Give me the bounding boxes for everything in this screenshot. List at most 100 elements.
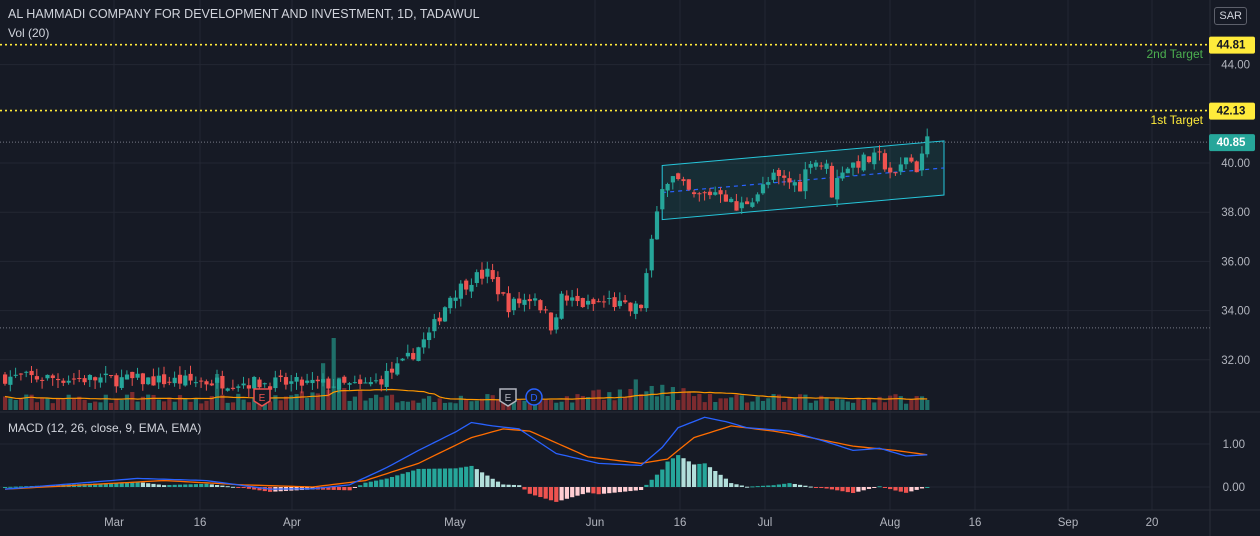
candle-body [103, 373, 108, 376]
macd-histogram-bar [8, 486, 13, 488]
candle-body [421, 339, 426, 348]
candle-body [215, 377, 220, 383]
macd-histogram-bar [872, 487, 877, 488]
candle-body [162, 374, 167, 385]
macd-histogram-bar [321, 487, 326, 490]
macd-histogram-bar [813, 487, 819, 488]
candle-body [861, 154, 866, 171]
macd-histogram-bar [559, 487, 564, 501]
candle-body [310, 379, 315, 384]
volume-bar [294, 394, 299, 410]
macd-histogram-bar [575, 487, 580, 496]
volume-bar [739, 395, 744, 410]
volume-bar [71, 398, 77, 410]
macd-histogram-bar [596, 487, 601, 495]
candle-body [760, 184, 766, 194]
volume-bar [570, 402, 575, 410]
volume-indicator-label: Vol (20) [8, 26, 50, 40]
volume-bar [336, 377, 342, 410]
macd-histogram-bar [517, 485, 522, 487]
candle-body [135, 373, 140, 378]
price-axis-tick: 40.00 [1221, 158, 1250, 170]
volume-bar [230, 402, 236, 410]
volume-bar [61, 399, 66, 410]
candle-body [24, 371, 29, 373]
currency-badge[interactable]: SAR [1214, 7, 1247, 25]
macd-histogram-bar [495, 481, 501, 487]
volume-bar [342, 388, 347, 410]
price-channel [661, 140, 945, 221]
candle-body [692, 192, 697, 195]
macd-histogram-bar [750, 486, 755, 488]
candle-body [82, 378, 87, 383]
candle-body [707, 191, 713, 196]
price-axis-tick: 38.00 [1221, 207, 1250, 219]
macd-histogram-bar [511, 484, 516, 487]
macd-histogram-bar [485, 475, 490, 487]
volume-bar [98, 402, 103, 410]
volume-bar [644, 391, 649, 410]
volume-bar [898, 396, 903, 410]
candle-body [384, 370, 389, 387]
volume-bar [692, 396, 697, 410]
volume-bar [442, 402, 448, 410]
candle-body [140, 373, 145, 385]
candle-body [543, 309, 548, 311]
macd-histogram-bar [538, 487, 543, 498]
candle-body [389, 368, 395, 373]
volume-bar [485, 394, 490, 410]
volume-bar [124, 394, 130, 410]
candle-body [734, 201, 739, 211]
candle-body [442, 307, 448, 322]
volume-bar [193, 398, 198, 410]
volume-bar [289, 395, 294, 410]
candle-body [898, 164, 903, 172]
volume-bar [188, 401, 193, 410]
macd-histogram-bar [188, 484, 193, 487]
volume-bar [723, 398, 728, 410]
macd-histogram-bar [792, 483, 797, 487]
candle-body [888, 167, 893, 173]
volume-bar [538, 397, 543, 410]
macd-histogram-bar [474, 469, 479, 487]
candle-body [98, 377, 103, 383]
macd-histogram-bar [204, 483, 209, 487]
candle-body [342, 376, 347, 383]
macd-histogram-bar [925, 487, 930, 488]
price-axis-tick: 32.00 [1221, 355, 1250, 367]
volume-bar [877, 396, 882, 410]
candle-body [432, 319, 437, 332]
macd-histogram-bar [570, 487, 575, 498]
volume-bar [745, 402, 750, 410]
volume-bar [368, 398, 373, 410]
candle-body [29, 370, 34, 376]
candle-body [559, 293, 564, 319]
candle-body [835, 177, 840, 200]
volume-bar [331, 338, 336, 410]
macd-histogram-bar [888, 487, 893, 490]
macd-histogram-bar [554, 487, 559, 502]
candle-body [236, 386, 241, 388]
candle-body [601, 301, 607, 303]
candle-body [517, 298, 522, 304]
macd-histogram-bar [729, 483, 734, 487]
candle-body [61, 380, 66, 383]
candle-body [156, 375, 161, 383]
candle-body [480, 269, 485, 279]
macd-histogram-bar [162, 485, 167, 487]
candle-body [8, 376, 13, 385]
macd-histogram-bar [183, 484, 188, 487]
volume-bar [236, 393, 241, 410]
candle-body [824, 163, 829, 169]
macd-histogram-bar [755, 486, 760, 488]
volume-bar [358, 390, 363, 410]
volume-bar [432, 402, 437, 410]
volume-bar [421, 398, 426, 410]
macd-histogram-bar [681, 458, 686, 487]
candle-body [87, 375, 92, 380]
volume-bar [347, 400, 352, 410]
volume-bar [665, 395, 670, 410]
candle-body [177, 374, 183, 384]
macd-histogram-bar [819, 487, 824, 488]
